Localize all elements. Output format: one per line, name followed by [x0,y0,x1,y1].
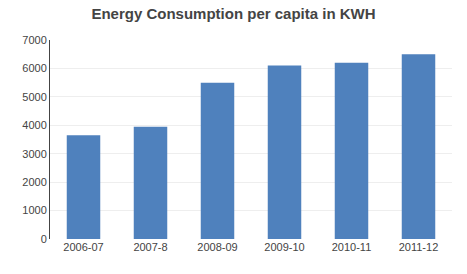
svg-text:6000: 6000 [22,62,46,74]
svg-text:2009-10: 2009-10 [264,241,304,253]
svg-text:2008-09: 2008-09 [197,241,237,253]
svg-text:2011-12: 2011-12 [399,241,439,253]
svg-text:4000: 4000 [22,119,46,131]
svg-text:Energy Consumption per capita: Energy Consumption per capita in KWH [91,5,375,22]
svg-text:5000: 5000 [22,91,46,103]
svg-text:2000: 2000 [22,176,46,188]
svg-text:3000: 3000 [22,148,46,160]
svg-text:0: 0 [41,233,47,245]
svg-text:1000: 1000 [22,204,46,216]
svg-text:2007-8: 2007-8 [133,241,167,253]
svg-text:7000: 7000 [22,34,46,46]
svg-text:2006-07: 2006-07 [63,241,103,253]
svg-text:2010-11: 2010-11 [332,241,372,253]
